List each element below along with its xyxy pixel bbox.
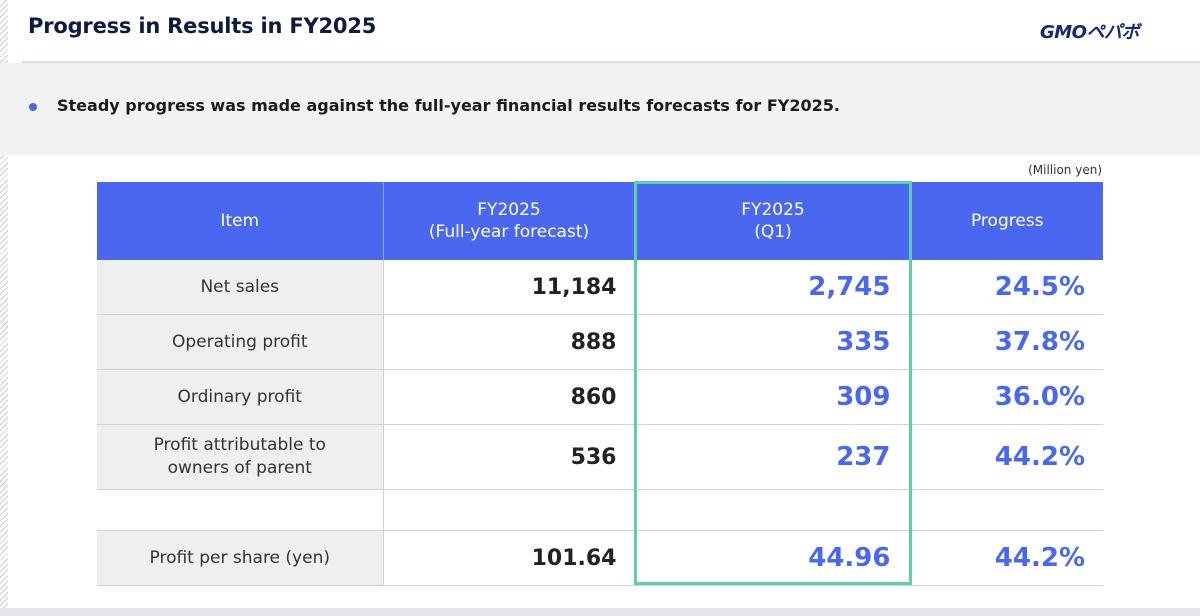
company-logo: GMOペパボ <box>1040 22 1140 43</box>
progress-value: 36.0% <box>911 369 1103 425</box>
forecast-value: 860 <box>383 369 636 425</box>
left-decorative-stripe <box>0 0 8 616</box>
progress-value: 44.2% <box>911 424 1103 490</box>
results-table: Item FY2025 (Full-year forecast) FY2025 … <box>97 182 1103 586</box>
row-label: Ordinary profit <box>97 369 384 425</box>
forecast-value: 101.64 <box>383 530 636 586</box>
table-row: Ordinary profit 860 309 36.0% <box>97 369 1103 425</box>
column-header-item: Item <box>97 182 384 260</box>
column-header-forecast: FY2025 (Full-year forecast) <box>383 182 636 260</box>
row-label: Net sales <box>97 260 384 315</box>
table-row: Operating profit 888 335 37.8% <box>97 314 1103 370</box>
q1-value: 44.96 <box>635 530 912 586</box>
row-label: Profit attributable to owners of parent <box>97 424 384 490</box>
slide-header: Progress in Results in FY2025 GMOペパボ <box>0 0 1200 62</box>
table-spacer-row <box>97 489 1103 531</box>
row-label: Profit per share (yen) <box>97 530 384 586</box>
q1-value: 237 <box>635 424 912 490</box>
table-header-row: Item FY2025 (Full-year forecast) FY2025 … <box>97 182 1103 260</box>
column-header-q1: FY2025 (Q1) <box>635 182 912 260</box>
table-row: Profit attributable to owners of parent … <box>97 424 1103 490</box>
q1-value: 309 <box>635 369 912 425</box>
summary-panel <box>0 63 1200 155</box>
header-divider <box>22 61 1200 63</box>
table-row: Net sales 11,184 2,745 24.5% <box>97 260 1103 315</box>
progress-value: 37.8% <box>911 314 1103 370</box>
page-title: Progress in Results in FY2025 <box>28 14 377 38</box>
row-label: Operating profit <box>97 314 384 370</box>
forecast-value: 11,184 <box>383 260 636 315</box>
progress-value: 44.2% <box>911 530 1103 586</box>
forecast-value: 888 <box>383 314 636 370</box>
progress-value: 24.5% <box>911 260 1103 315</box>
unit-label: (Million yen) <box>1028 163 1102 177</box>
q1-value: 335 <box>635 314 912 370</box>
column-header-progress: Progress <box>911 182 1103 260</box>
bullet-icon <box>29 103 37 111</box>
forecast-value: 536 <box>383 424 636 490</box>
summary-text: Steady progress was made against the ful… <box>57 96 840 115</box>
footer-bar <box>0 608 1200 616</box>
table-row: Profit per share (yen) 101.64 44.96 44.2… <box>97 530 1103 586</box>
q1-value: 2,745 <box>635 260 912 315</box>
